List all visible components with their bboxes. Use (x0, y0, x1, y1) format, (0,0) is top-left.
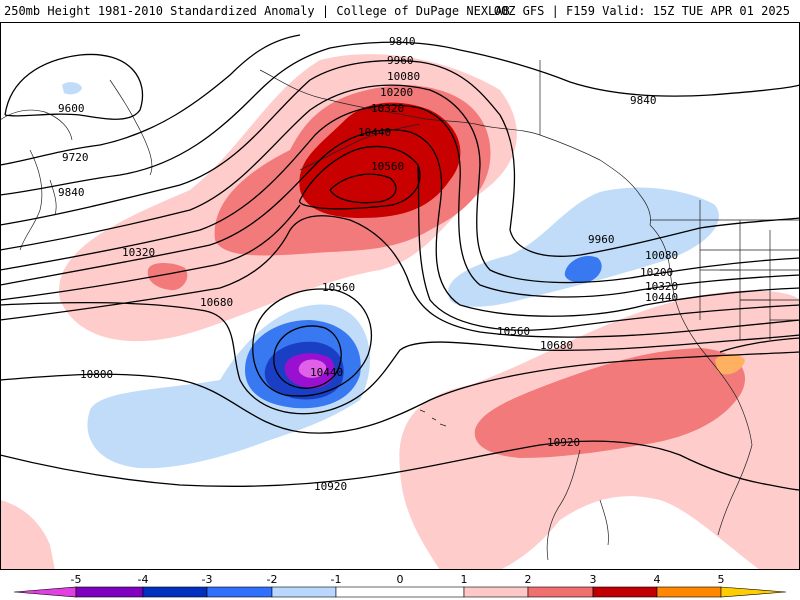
contour-label-10920-east: 10920 (547, 436, 580, 449)
colorbar-swatch-4 (656, 586, 722, 598)
height-contours (0, 34, 800, 491)
contour-label-10200-top: 10200 (380, 86, 413, 99)
contour-10680 (0, 301, 800, 415)
colorbar: -5 -4 -3 -2 -1 0 1 2 3 4 5 (13, 573, 787, 598)
negative-anomaly-shading (62, 82, 719, 469)
colorbar-swatch-minus-5 (13, 586, 77, 598)
pos-anomaly-orange-coast (715, 354, 745, 375)
contour-label-10320-top: 10320 (371, 102, 404, 115)
map-header: 250mb Height 1981-2010 Standardized Anom… (0, 0, 800, 22)
colorbar-swatch-2 (527, 586, 594, 598)
colorbar-swatches (13, 586, 787, 598)
borders-us-canada (539, 60, 800, 321)
colorbar-tick-minus-2: -2 (267, 573, 278, 586)
contour-10800 (0, 351, 800, 434)
contour-label-10680-east: 10680 (540, 339, 573, 352)
neg-anomaly-magenta-central (298, 359, 327, 378)
colorbar-tick-0: 0 (397, 573, 404, 586)
state-borders (699, 200, 771, 340)
contour-label-9840-east: 9840 (630, 94, 657, 107)
neg-anomaly-light-northeast (448, 187, 719, 307)
colorbar-tick-1: 1 (461, 573, 468, 586)
colorbar-tick-minus-5: -5 (71, 573, 82, 586)
contour-10080 (0, 84, 800, 284)
colorbar-ticks: -5 -4 -3 -2 -1 0 1 2 3 4 5 (71, 573, 725, 586)
contour-label-10560-east: 10560 (497, 325, 530, 338)
coastline-bc-wa (649, 224, 683, 319)
contour-label-10080-top: 10080 (387, 70, 420, 83)
contour-10440-low (273, 325, 342, 389)
colorbar-tick-minus-4: -4 (138, 573, 149, 586)
contour-label-9600: 9600 (58, 102, 85, 115)
contour-10920 (0, 440, 800, 491)
contour-9960-north (0, 59, 800, 257)
positive-anomaly-shading (0, 54, 800, 570)
contour-label-9720: 9720 (62, 151, 89, 164)
contour-10440-north (299, 145, 421, 210)
contour-label-10320-east: 10320 (645, 280, 678, 293)
coastlines (0, 60, 800, 561)
colorbar-swatch-minus-1 (271, 586, 337, 598)
contour-10560-north (329, 173, 397, 204)
contour-label-10440-top: 10440 (358, 126, 391, 139)
contour-label-10440-east: 10440 (645, 291, 678, 304)
hawaiian-islands (419, 409, 447, 427)
colorbar-tick-5: 5 (718, 573, 725, 586)
contour-label-10440-low: 10440 (310, 366, 343, 379)
contour-9600 (4, 53, 144, 120)
contour-label-10080-east: 10080 (645, 249, 678, 262)
contour-label-9960-top: 9960 (387, 54, 414, 67)
contour-label-10560-top: 10560 (371, 160, 404, 173)
colorbar-tick-minus-3: -3 (202, 573, 213, 586)
contour-label-10200-east: 10200 (640, 266, 673, 279)
neg-anomaly-mid-northeast (564, 255, 602, 283)
contour-10560-main (0, 215, 800, 338)
colorbar-swatch-0 (335, 586, 465, 598)
contour-label-10560-low: 10560 (322, 281, 355, 294)
pos-anomaly-southwest-corner (0, 500, 55, 570)
colorbar-tick-minus-1: -1 (331, 573, 342, 586)
contour-9720 (0, 34, 301, 166)
anomaly-map: 9840 9960 10080 10200 10320 10440 10560 … (0, 22, 800, 570)
colorbar-tick-2: 2 (525, 573, 532, 586)
neg-anomaly-small-northwest (62, 82, 82, 95)
contour-10560-low (252, 288, 372, 397)
coastline-baja-mexico (546, 444, 753, 561)
contour-label-9960-east: 9960 (588, 233, 615, 246)
pos-anomaly-mid-south (474, 348, 746, 458)
pos-anomaly-small-west (147, 263, 188, 291)
contour-label-10320-west: 10320 (122, 246, 155, 259)
colorbar-swatch-minus-4 (75, 586, 144, 598)
model-run-info: 00Z GFS | F159 Valid: 15Z TUE APR 01 202… (493, 4, 790, 18)
contour-10320 (0, 129, 800, 317)
coastline-alaska (259, 69, 651, 226)
contour-10200 (0, 104, 800, 298)
coastline-california (681, 317, 753, 446)
colorbar-swatch-minus-2 (206, 586, 273, 598)
coastline-kamchatka (109, 79, 153, 176)
colorbar-swatch-5 (720, 586, 787, 598)
contour-label-9840-west: 9840 (58, 186, 85, 199)
colorbar-swatch-minus-3 (142, 586, 208, 598)
colorbar-tick-3: 3 (590, 573, 597, 586)
coastline-aleutians (299, 123, 421, 171)
colorbar-swatch-3 (592, 586, 658, 598)
map-title: 250mb Height 1981-2010 Standardized Anom… (4, 4, 510, 18)
contour-label-10680-west: 10680 (200, 296, 233, 309)
contour-label-10920-south: 10920 (314, 480, 347, 493)
colorbar-tick-4: 4 (654, 573, 661, 586)
colorbar-swatch-1 (463, 586, 529, 598)
coastline-asia (0, 109, 73, 251)
contour-label-9840-top: 9840 (389, 35, 416, 48)
contour-9840-west (0, 41, 800, 196)
contour-10920-east (719, 337, 800, 353)
pos-anomaly-dark-north (299, 102, 461, 218)
contour-10440-south (0, 164, 800, 331)
contour-labels: 9840 9960 10080 10200 10320 10440 10560 … (58, 35, 678, 493)
contour-label-10800: 10800 (80, 368, 113, 381)
